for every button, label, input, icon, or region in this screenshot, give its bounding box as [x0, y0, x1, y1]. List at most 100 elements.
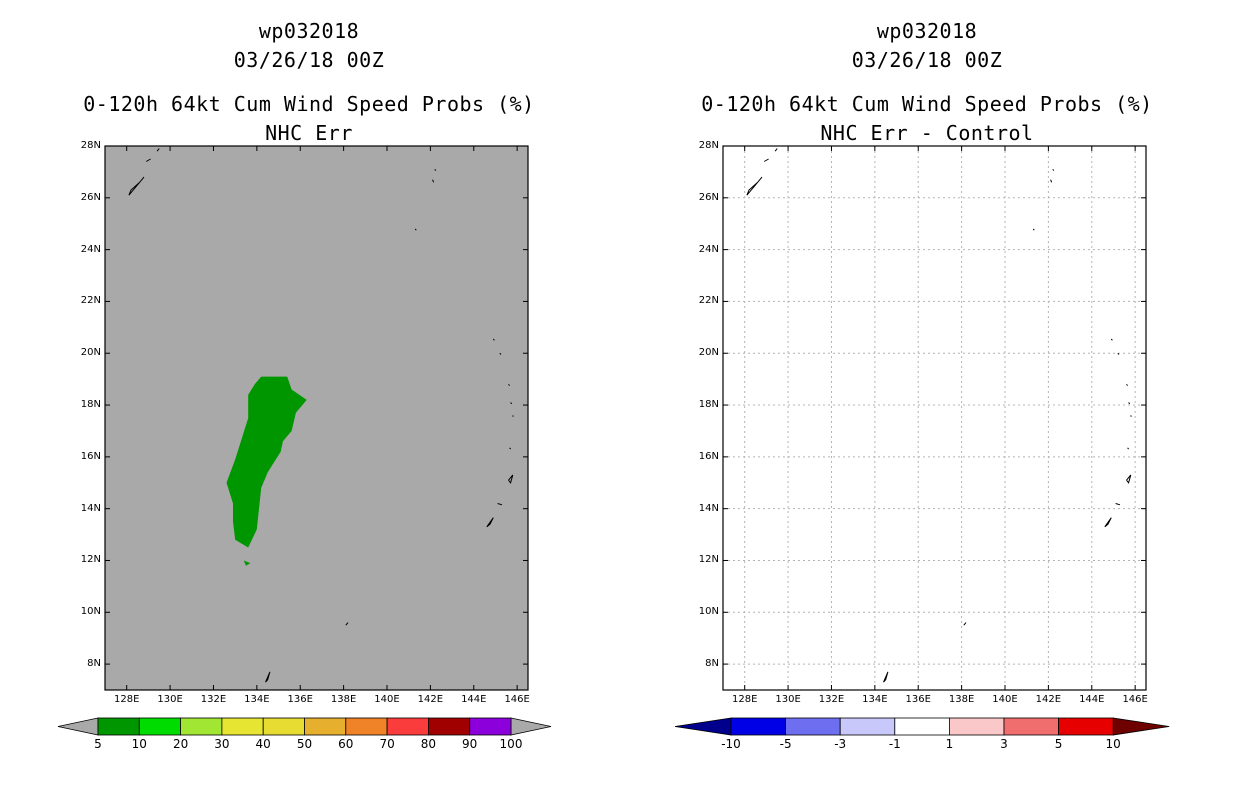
island-coastline — [345, 622, 349, 626]
map-right — [674, 145, 1170, 736]
colorbar-label: -3 — [834, 737, 847, 751]
colorbar-segment — [221, 717, 264, 736]
y-tick-label: 8N — [705, 658, 719, 670]
colorbar-arrow-low — [57, 717, 99, 736]
x-tick-label: 132E — [200, 694, 227, 705]
left-panel: wp032018 03/26/18 00Z 0-120h 64kt Cum Wi… — [57, 19, 552, 751]
colorbar-segment — [894, 717, 950, 736]
prob-region-5-10 — [226, 376, 307, 548]
island-coastline — [432, 179, 435, 183]
colorbar-segment — [785, 717, 841, 736]
island-coastline — [156, 148, 160, 152]
chart-title-left: 0-120h 64kt Cum Wind Speed Probs (%) — [83, 92, 535, 116]
x-tick-label: 142E — [1035, 694, 1062, 705]
island-coastline — [1126, 474, 1132, 484]
colorbar-arrow-low — [674, 717, 732, 736]
colorbar-label: 10 — [1105, 737, 1121, 751]
chart-subtitle-right: NHC Err - Control — [820, 121, 1034, 145]
island-coastline — [265, 671, 271, 683]
island-coastline — [963, 622, 967, 626]
x-tick-label: 136E — [905, 694, 931, 705]
colorbar-label: -1 — [888, 737, 901, 751]
x-tick-label: 138E — [330, 694, 357, 705]
y-tick-label: 20N — [80, 347, 101, 359]
island-coastline — [414, 228, 417, 231]
island-coastline — [883, 671, 889, 683]
y-tick-label: 22N — [80, 295, 101, 307]
colorbar-segment — [97, 717, 140, 736]
island-coastline — [492, 338, 495, 341]
map-background — [723, 146, 1146, 690]
x-tick-label: 130E — [775, 694, 801, 705]
x-tick-label: 134E — [244, 694, 270, 705]
x-tick-label: 144E — [1079, 694, 1105, 705]
island-coastline — [1126, 383, 1128, 386]
colorbar-label: 5 — [1054, 737, 1063, 751]
colorbar-arrow-high — [1112, 717, 1170, 736]
island-coastline — [509, 447, 511, 450]
colorbar-label: 80 — [420, 737, 437, 751]
y-tick-label: 8N — [87, 658, 101, 670]
x-tick-label: 136E — [287, 694, 313, 705]
y-tick-label: 26N — [698, 191, 719, 203]
y-tick-label: 28N — [80, 140, 101, 151]
chart-subtitle-left: NHC Err — [265, 121, 353, 145]
island-coastline — [1127, 447, 1129, 450]
island-coastline — [486, 517, 494, 528]
colorbar-segment — [304, 717, 347, 736]
colorbar-segment — [948, 717, 1005, 736]
y-tick-label: 16N — [698, 450, 719, 462]
colorbar-label: 60 — [338, 737, 354, 751]
x-tick-label: 142E — [417, 694, 444, 705]
island-coastline — [510, 402, 513, 405]
colorbar-arrow-high — [510, 717, 552, 736]
x-tick-label: 130E — [157, 694, 183, 705]
island-coastline — [508, 474, 514, 484]
storm-id-left: wp032018 — [258, 19, 360, 43]
y-tick-label: 16N — [80, 450, 101, 462]
colorbar-label: -5 — [779, 737, 792, 751]
colorbar-segment — [386, 717, 429, 736]
colorbar-label: 3 — [1000, 737, 1008, 751]
y-tick-label: 12N — [80, 554, 101, 566]
island-coastline — [497, 503, 503, 506]
y-tick-label: 26N — [80, 191, 101, 203]
x-tick-label: 134E — [862, 694, 888, 705]
colorbar-segment — [138, 717, 182, 736]
colorbar-segment — [730, 717, 786, 736]
colorbar-segment — [839, 717, 896, 736]
y-tick-label: 22N — [698, 295, 719, 307]
island-coastline — [499, 352, 502, 355]
date-left: 03/26/18 00Z — [233, 48, 385, 72]
colorbar-segment — [427, 717, 471, 736]
x-tick-label: 138E — [948, 694, 975, 705]
colorbar-label: 5 — [94, 737, 102, 751]
y-tick-label: 28N — [698, 140, 719, 151]
y-tick-label: 24N — [80, 243, 101, 255]
map-frame — [722, 145, 1147, 691]
y-tick-label: 12N — [698, 554, 719, 566]
island-coastline — [1128, 402, 1131, 405]
x-tick-label: 146E — [1122, 694, 1148, 705]
island-coastline — [508, 383, 510, 386]
x-tick-label: 146E — [504, 694, 530, 705]
right-panel: wp032018 03/26/18 00Z 0-120h 64kt Cum Wi… — [618, 0, 1236, 800]
colorbar-label: 1 — [945, 737, 954, 751]
colorbar-segment — [1003, 717, 1059, 736]
y-tick-label: 14N — [698, 502, 719, 514]
colorbar-label: 20 — [172, 737, 189, 751]
x-tick-label: 132E — [818, 694, 845, 705]
chart-title-right: 0-120h 64kt Cum Wind Speed Probs (%) — [701, 92, 1153, 116]
colorbar-label: 70 — [379, 737, 395, 751]
colorbar-segment — [345, 717, 388, 736]
y-tick-label: 18N — [80, 399, 101, 411]
date-right: 03/26/18 00Z — [851, 48, 1003, 72]
map-frame — [104, 145, 529, 691]
island-coastline — [128, 176, 145, 196]
island-coastline — [145, 158, 151, 162]
colorbar-label: 10 — [131, 737, 147, 751]
island-coastline — [763, 158, 769, 162]
x-tick-label: 128E — [113, 694, 140, 705]
colorbar-label: 50 — [296, 737, 313, 751]
colorbar-segment — [262, 717, 305, 736]
